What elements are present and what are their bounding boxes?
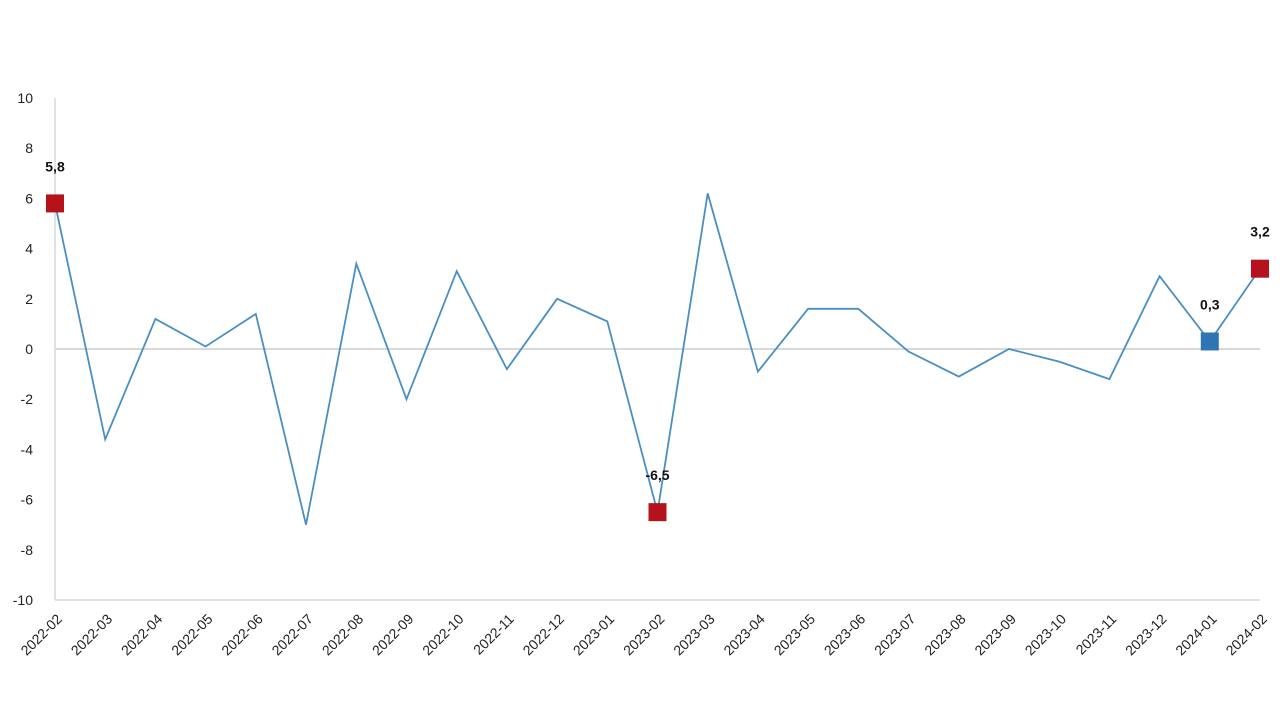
- x-tick-label: 2022-02: [17, 611, 65, 659]
- x-tick-label: 2022-04: [118, 611, 166, 659]
- x-tick-label: 2024-01: [1172, 611, 1220, 659]
- x-tick-label: 2023-06: [821, 611, 869, 659]
- x-tick-label: 2022-09: [369, 611, 417, 659]
- y-tick-label: -6: [21, 492, 34, 508]
- x-tick-label: 2022-11: [470, 611, 517, 658]
- y-tick-label: 4: [25, 241, 33, 257]
- highlight-marker: [1200, 332, 1219, 351]
- y-tick-label: -10: [13, 592, 33, 608]
- y-tick-label: -8: [21, 542, 34, 558]
- x-tick-label: 2023-12: [1122, 611, 1170, 659]
- x-tick-label: 2022-10: [419, 611, 467, 659]
- x-tick-label: 2023-03: [670, 611, 718, 659]
- x-tick-label: 2023-02: [620, 611, 668, 659]
- y-tick-label: -4: [21, 441, 34, 457]
- highlight-markers: [46, 194, 1269, 522]
- data-label: 5,8: [45, 158, 65, 174]
- data-label: 3,2: [1250, 224, 1270, 240]
- y-tick-label: 6: [25, 190, 33, 206]
- data-labels: 5,8 -6,5 0,3 3,2: [45, 158, 1270, 483]
- x-tick-label: 2023-10: [1022, 611, 1070, 659]
- y-tick-label: 0: [25, 341, 33, 357]
- x-tick-label: 2023-11: [1073, 611, 1120, 658]
- x-tick-label: 2022-05: [168, 611, 216, 659]
- data-label: 0,3: [1200, 296, 1220, 312]
- x-tick-label: 2023-04: [720, 611, 768, 659]
- x-tick-label: 2024-02: [1222, 611, 1270, 659]
- y-tick-label: 8: [25, 140, 33, 156]
- x-axis: 2022-02 2022-03 2022-04 2022-05 2022-06 2022-…: [17, 599, 1270, 659]
- y-tick-label: 10: [17, 90, 33, 106]
- data-label: -6,5: [645, 467, 669, 483]
- highlight-marker: [648, 503, 667, 522]
- x-tick-label: 2023-05: [771, 611, 819, 659]
- highlight-marker: [46, 194, 64, 213]
- x-tick-label: 2023-09: [971, 611, 1019, 659]
- x-tick-label: 2022-12: [519, 611, 567, 659]
- y-tick-label: 2: [25, 291, 33, 307]
- highlight-marker: [1251, 259, 1269, 278]
- x-tick-label: 2023-07: [871, 611, 919, 659]
- x-tick-label: 2022-07: [268, 611, 316, 659]
- x-tick-label: 2022-08: [319, 611, 367, 659]
- x-tick-label: 2023-08: [921, 611, 969, 659]
- x-tick-label: 2023-01: [570, 611, 618, 659]
- x-tick-label: 2022-06: [218, 611, 266, 659]
- y-tick-label: -2: [21, 391, 34, 407]
- x-tick-label: 2022-03: [68, 611, 116, 659]
